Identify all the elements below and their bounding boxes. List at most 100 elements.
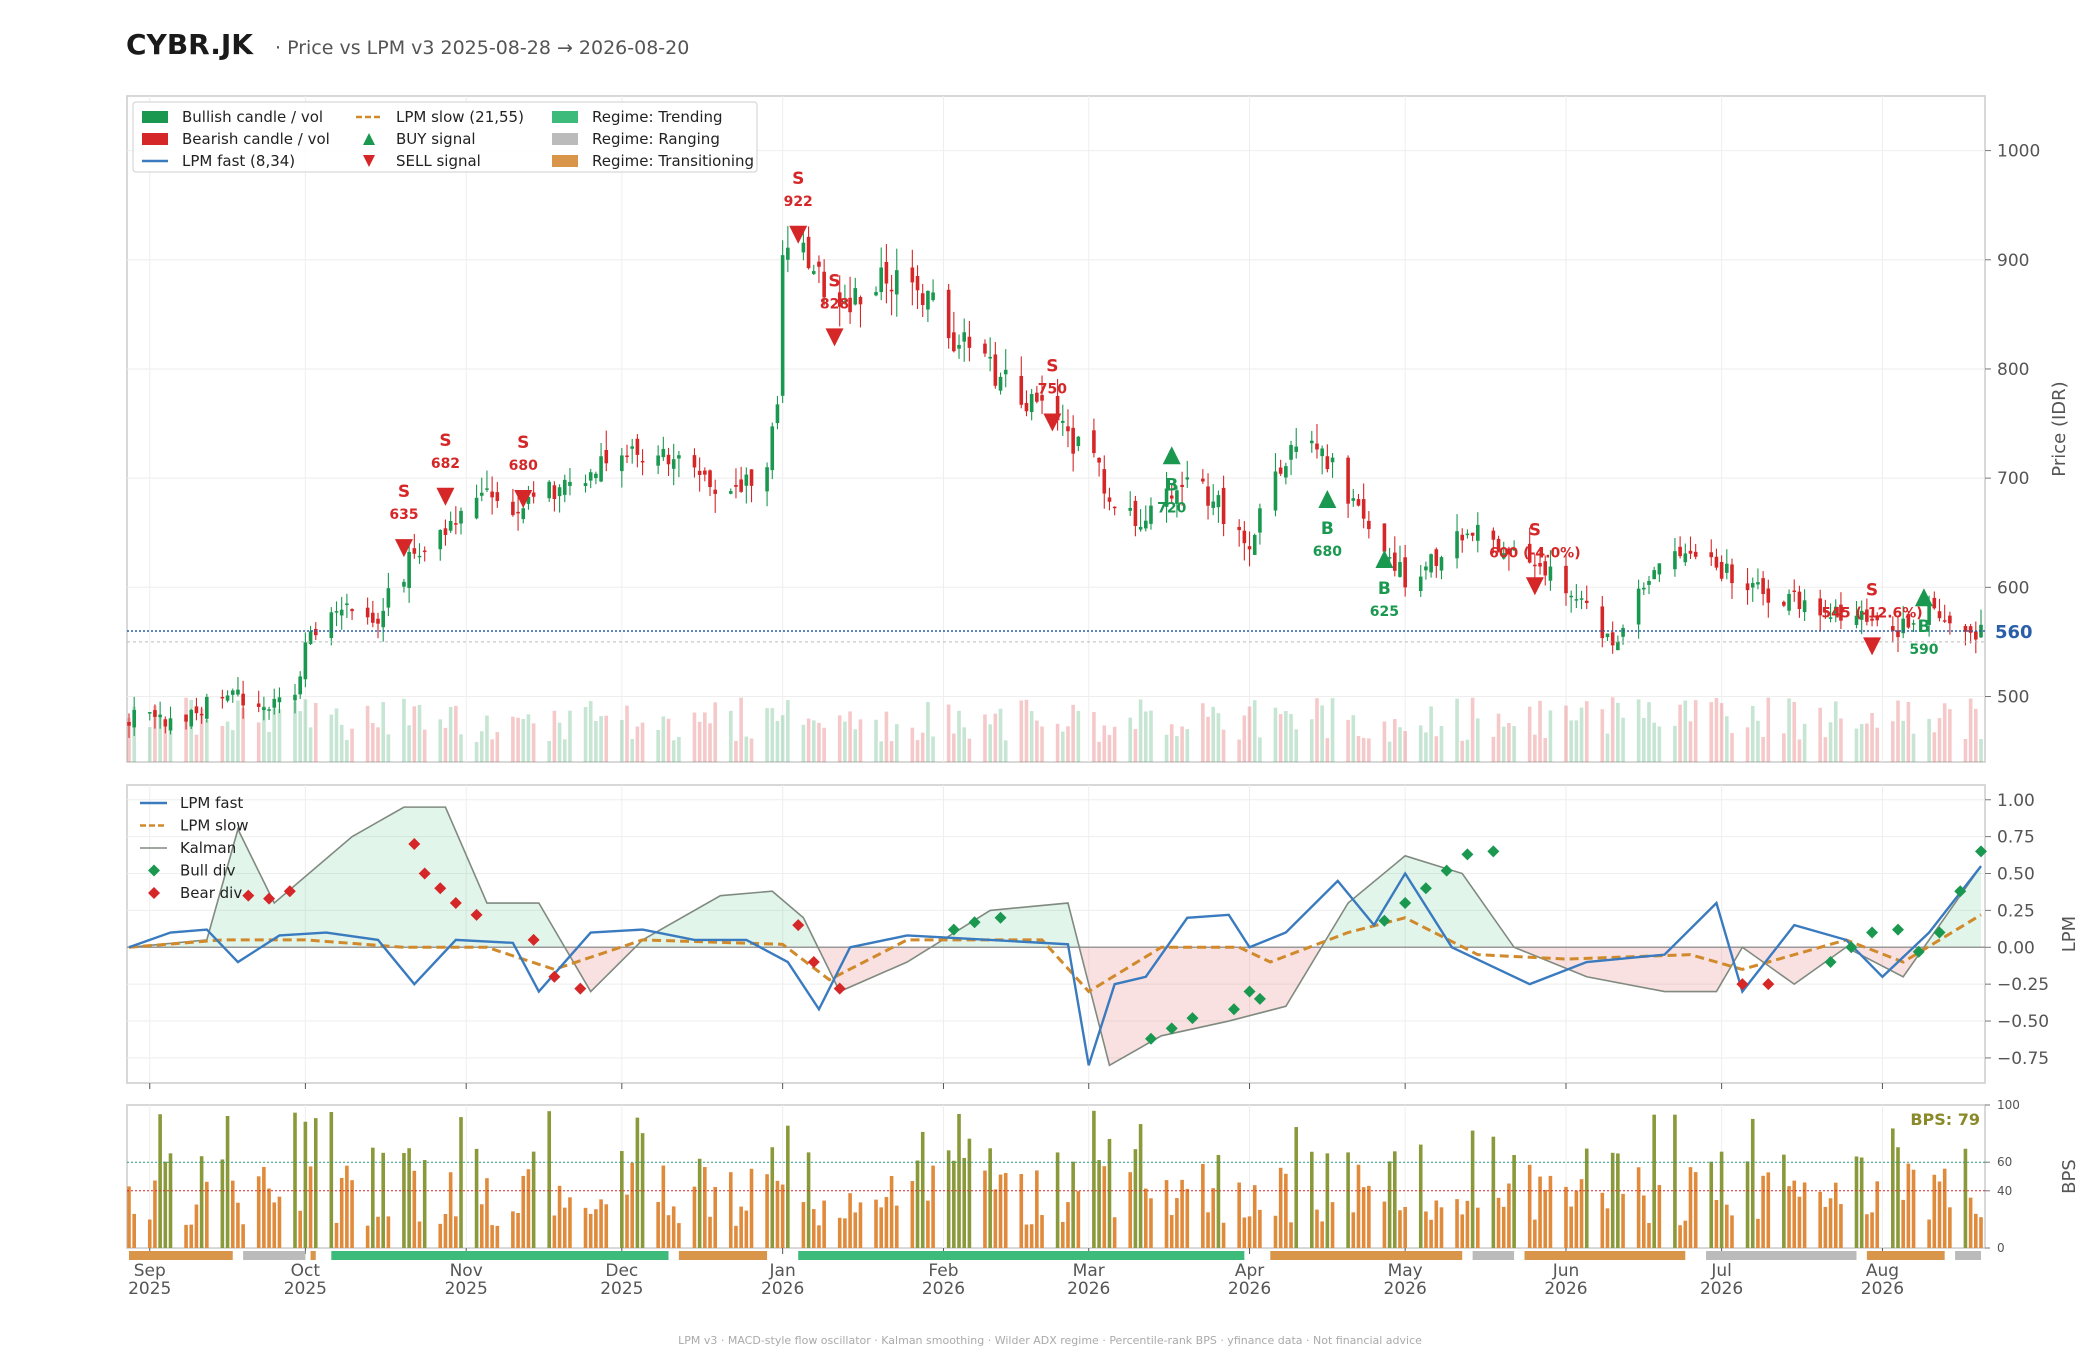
x-tick-month: Aug (1866, 1261, 1899, 1281)
volume-bar (189, 699, 194, 762)
candle-body (1242, 530, 1247, 544)
bps-bar (417, 1221, 422, 1248)
candles (127, 226, 1983, 738)
volume-bar (1579, 707, 1584, 762)
bps-bar (661, 1165, 666, 1248)
sell-signal-label: 828 (820, 296, 849, 312)
bps-bar (703, 1167, 707, 1248)
candle-body (822, 271, 826, 298)
candle-body (194, 706, 199, 714)
bps-bar (822, 1200, 826, 1248)
volume-bar (697, 721, 702, 762)
bps-bar (1237, 1182, 1241, 1248)
bps-bar (1906, 1163, 1911, 1248)
volume-bar (1221, 729, 1226, 762)
bps-bar (1657, 1185, 1662, 1248)
bps-bar (1465, 1200, 1470, 1248)
volume-bar (1175, 736, 1179, 762)
bps-bar (1616, 1153, 1620, 1248)
candle-body (1527, 543, 1532, 563)
bps-bar (1927, 1219, 1931, 1248)
volume-bar (1367, 738, 1371, 762)
volume-bar (703, 712, 707, 762)
candle-body (531, 492, 536, 497)
volume-bar (1538, 700, 1542, 762)
lpm-slow-line (128, 913, 1982, 994)
bps-bar (225, 1115, 230, 1248)
bps-bar (1823, 1206, 1828, 1248)
bps-bar (1792, 1180, 1797, 1248)
bear-div-marker (434, 882, 447, 895)
volume-bar (1330, 698, 1335, 762)
bps-bar (386, 1216, 391, 1248)
candle-body (1543, 561, 1548, 576)
volume-bar (1527, 706, 1532, 762)
bps-bar (1361, 1187, 1366, 1248)
candle-body (635, 438, 640, 455)
candle-body (220, 696, 225, 699)
volume-bar (1040, 726, 1044, 762)
candle-body (594, 473, 598, 479)
regime-segment (1524, 1251, 1686, 1260)
candle-body (1356, 499, 1361, 506)
bps-bar (1605, 1208, 1610, 1248)
volume-bar (1097, 741, 1101, 762)
volume-bar (1346, 719, 1350, 762)
candle-body (1533, 564, 1537, 567)
bps-bar (1865, 1214, 1869, 1248)
candle-body (775, 404, 780, 424)
volume-bar (1273, 707, 1278, 762)
sell-signal-marker (789, 225, 808, 244)
volume-bar (1833, 701, 1838, 762)
candle-body (884, 261, 889, 284)
candle-body (189, 710, 194, 727)
volume-bar (1693, 700, 1698, 762)
chart-subtitle: · Price vs LPM v3 2025-08-28 → 2026-08-2… (275, 37, 690, 59)
volume-bar (666, 718, 671, 762)
volume-bar (1102, 725, 1107, 762)
bps-bar (1107, 1138, 1112, 1248)
bps-bar (879, 1207, 884, 1248)
bps-bar (1901, 1199, 1905, 1248)
bps-bar (1252, 1185, 1257, 1248)
legend-label: BUY signal (396, 130, 476, 148)
volume-bar (1003, 740, 1008, 762)
volume-bar (775, 720, 780, 762)
volume-bar (1636, 699, 1641, 762)
candle-body (1149, 505, 1153, 524)
candle-body (1071, 427, 1075, 454)
volume-bar (1351, 715, 1356, 762)
candle-body (1465, 533, 1470, 536)
volume-bar (230, 730, 235, 762)
bps-bar (666, 1215, 671, 1248)
candle-body (526, 496, 531, 504)
candle-body (983, 343, 987, 354)
candle-body (583, 483, 588, 486)
bps-bar (1278, 1167, 1283, 1248)
bull-div-marker (1866, 926, 1879, 939)
x-tick-year: 2025 (128, 1279, 171, 1299)
candle-body (1216, 495, 1221, 508)
bps-bar (381, 1152, 385, 1248)
bps-bar (1102, 1166, 1107, 1248)
candle-body (1387, 557, 1392, 559)
candle-body (1320, 448, 1324, 457)
volume-bar (443, 727, 448, 762)
bps-bar (1818, 1191, 1822, 1248)
candle-body (205, 696, 209, 719)
volume-bar (241, 707, 245, 762)
candle-body (1719, 561, 1724, 579)
candle-body (786, 247, 790, 260)
bps-bar (1097, 1160, 1101, 1248)
legend-bull-div-icon (148, 864, 160, 877)
candle-body (1361, 499, 1366, 519)
buy-signal-marker (1162, 446, 1181, 465)
volume-bar (225, 721, 230, 762)
volume-bar (1859, 724, 1864, 762)
volume-bar (1714, 698, 1719, 762)
candle-body (1164, 488, 1169, 507)
candle-body (993, 354, 998, 386)
candle-body (1584, 600, 1589, 604)
bps-bar (189, 1224, 194, 1248)
candle-body (168, 718, 173, 731)
